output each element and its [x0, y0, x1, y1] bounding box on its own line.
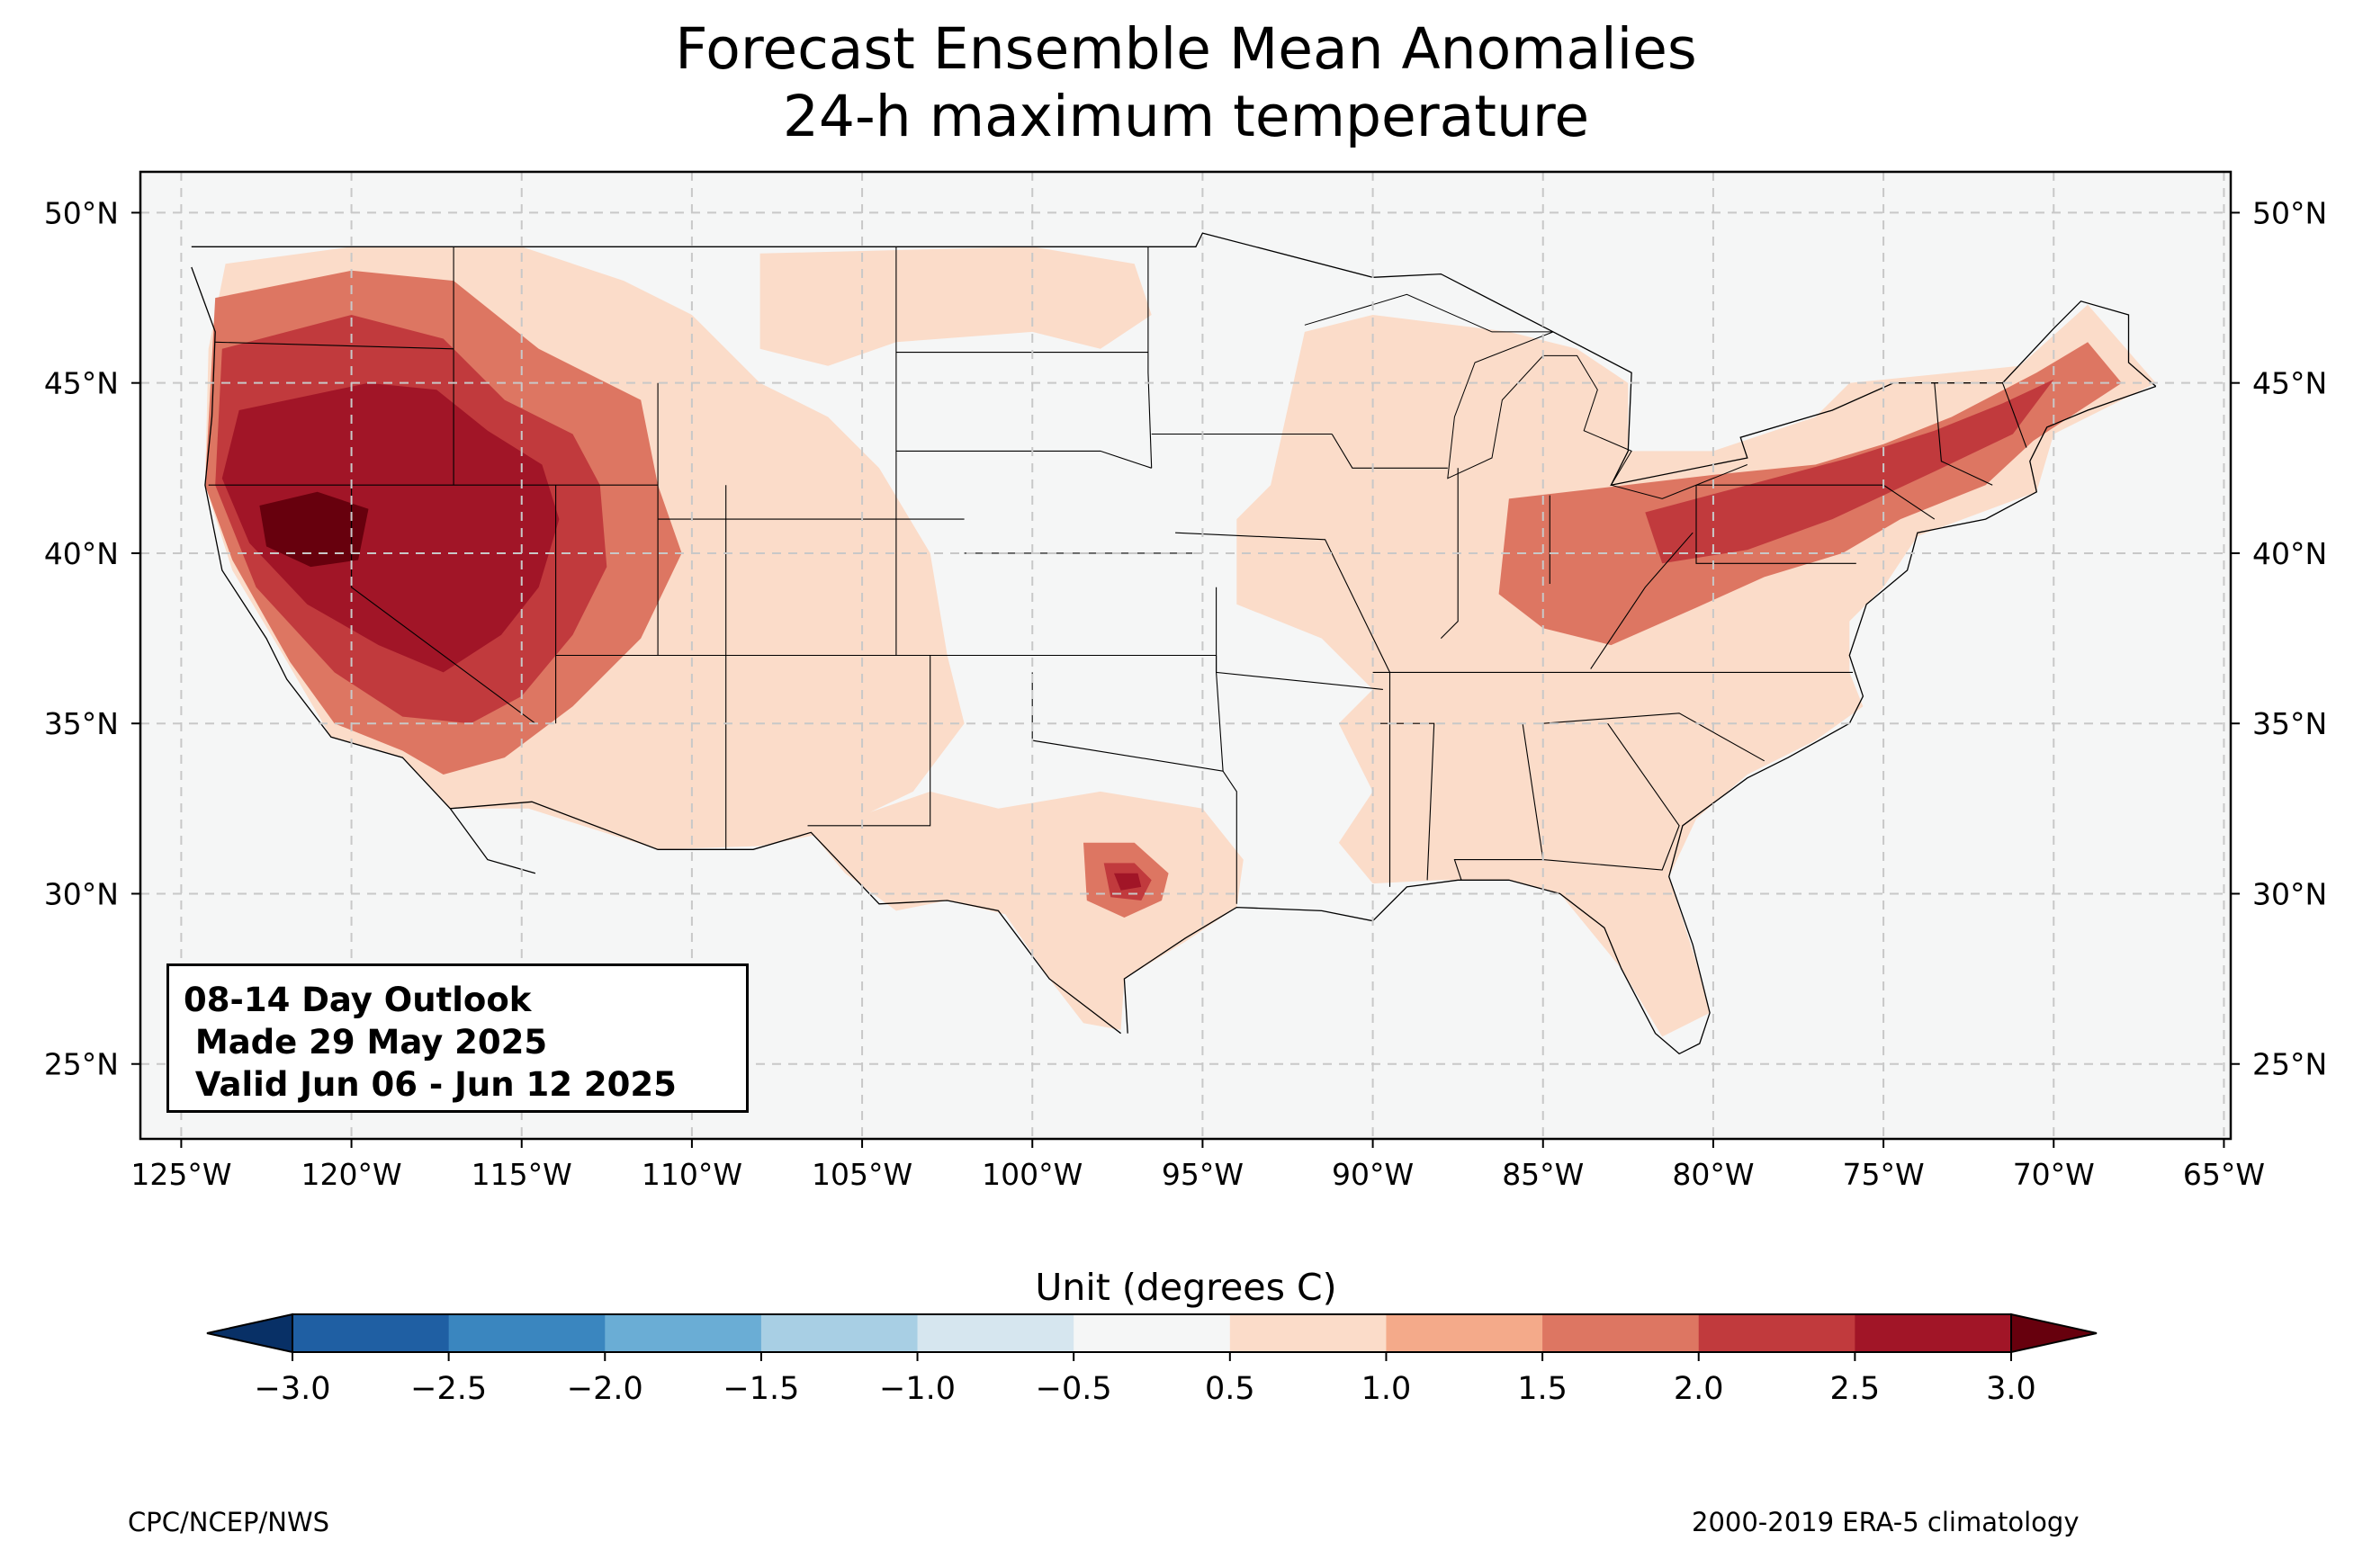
- footer-climatology: 2000-2019 ERA-5 climatology: [1692, 1507, 2080, 1537]
- great-lakes: [1304, 293, 1748, 499]
- lon-tick-label: 125°W: [130, 1157, 231, 1192]
- lat-tick-label: 45°N: [44, 366, 119, 401]
- state-border: [1542, 712, 1765, 762]
- colorbar-tick-label: 1.5: [1517, 1371, 1568, 1407]
- lat-tick-label-right: 25°N: [2252, 1047, 2327, 1082]
- outlook-period: 08-14 Day Outlook: [184, 981, 532, 1019]
- colorbar-frame: [292, 1313, 2012, 1353]
- boundaries-layer: [191, 232, 2157, 1055]
- colorbar-swatch: [292, 1314, 450, 1352]
- colorbar-under-arrow: [206, 1313, 293, 1354]
- state-border: [1216, 587, 1383, 690]
- title-line-2: 24-h maximum temperature: [782, 84, 1590, 149]
- colorbar-tick-label: 1.0: [1361, 1371, 1412, 1407]
- outlook-made-date: Made 29 May 2025: [184, 1023, 548, 1062]
- hotspot-texas-2.5: [1114, 873, 1142, 891]
- state-border: [1175, 532, 1390, 673]
- lat-tick-label: 30°N: [44, 876, 119, 911]
- lat-tick-label-right: 30°N: [2252, 876, 2327, 911]
- anomaly-northern-plains: [759, 246, 1152, 366]
- lon-tick-label: 90°W: [1332, 1157, 1414, 1192]
- hotspot-ohio-valley-2: [1645, 379, 2054, 564]
- colorbar-tick-label: −3.0: [255, 1371, 331, 1407]
- colorbar-swatch: [1386, 1314, 1543, 1352]
- lon-tick-label: 65°W: [2183, 1157, 2265, 1192]
- colorbar-swatch: [1074, 1314, 1231, 1352]
- colorbar-swatch: [1698, 1314, 1855, 1352]
- lat-tick-label-right: 50°N: [2252, 195, 2327, 230]
- kansas-cold-spot: [1036, 668, 1064, 703]
- mexico-border: [450, 801, 1121, 1035]
- colorbar-tick-label: 2.5: [1830, 1371, 1881, 1407]
- colorbar-swatch: [1855, 1314, 2012, 1352]
- title-line-1: Forecast Ensemble Mean Anomalies: [675, 16, 1697, 82]
- hotspot-great-basin-3: [259, 491, 369, 568]
- outlook-valid-range: Valid Jun 06 - Jun 12 2025: [184, 1065, 677, 1104]
- colorbar-tick-label: −1.5: [723, 1371, 799, 1407]
- colorbar-swatch: [1542, 1314, 1700, 1352]
- state-border: [1590, 532, 1694, 669]
- colorbar-swatch: [917, 1314, 1074, 1352]
- lat-tick-label-right: 40°N: [2252, 536, 2327, 571]
- lon-tick-label: 75°W: [1843, 1157, 1925, 1192]
- state-border: [1331, 434, 1448, 469]
- gulf-coast: [1123, 385, 2157, 1055]
- colorbar-tick-label: 3.0: [1986, 1371, 2036, 1407]
- lat-tick-label: 50°N: [44, 195, 119, 230]
- colorbar-tick-label: −1.0: [879, 1371, 956, 1407]
- lon-tick-label: 80°W: [1672, 1157, 1754, 1192]
- colorbar-tick-label: 0.5: [1205, 1371, 1255, 1407]
- colorbar: −3.0 −2.5 −2.0 −1.5 −1.0 −0.5 0.5 1.0 1.5 2.0 2.5 3…: [206, 1313, 2098, 1407]
- colorbar-swatch: [1229, 1314, 1388, 1352]
- state-border: [1147, 246, 1153, 469]
- footer-source: CPC/NCEP/NWS: [128, 1507, 330, 1537]
- colorbar-swatch: [448, 1314, 606, 1352]
- coastline-pacific: [191, 266, 536, 874]
- map-frame: [139, 170, 2233, 1141]
- state-border: [1934, 382, 1993, 486]
- lon-axis: 125°W 120°W 115°W 110°W 105°W 100°W 95°W 90°W 85…: [130, 1139, 2265, 1192]
- anomaly-layer: [204, 246, 2156, 1037]
- hotspot-great-basin-2.5: [221, 382, 560, 673]
- lat-tick-label-right: 35°N: [2252, 706, 2327, 741]
- lon-tick-label: 105°W: [812, 1157, 912, 1192]
- state-border: [1440, 468, 1459, 639]
- state-border: [1695, 485, 1856, 564]
- colorbar-label: Unit (degrees C): [1035, 1266, 1337, 1309]
- state-border: [2001, 382, 2027, 448]
- outlook-info-box: 08-14 Day Outlook Made 29 May 2025 Valid…: [166, 963, 749, 1113]
- state-border: [1542, 722, 1680, 871]
- colorbar-over-arrow: [2010, 1313, 2098, 1354]
- lat-axis: 25°N 25°N 30°N 30°N 35°N 35°N 40°N 40°N 45°N 45°N…: [44, 195, 2327, 1081]
- state-border: [895, 450, 1152, 469]
- lon-tick-label: 70°W: [2013, 1157, 2095, 1192]
- lon-tick-label: 85°W: [1502, 1157, 1584, 1192]
- colorbar-swatch: [760, 1314, 919, 1352]
- lon-tick-label: 100°W: [982, 1157, 1083, 1192]
- state-border: [215, 341, 454, 350]
- lat-tick-label: 40°N: [44, 536, 119, 571]
- lat-tick-label: 25°N: [44, 1047, 119, 1082]
- lon-tick-label: 120°W: [301, 1157, 402, 1192]
- colorbar-tick-label: −2.0: [567, 1371, 643, 1407]
- state-border: [1453, 723, 1544, 881]
- lon-tick-label: 115°W: [472, 1157, 572, 1192]
- lon-tick-label: 95°W: [1162, 1157, 1244, 1192]
- state-border: [807, 655, 931, 827]
- lon-tick-label: 110°W: [642, 1157, 742, 1192]
- colorbar-swatch: [605, 1314, 762, 1352]
- colorbar-tick-label: −2.5: [410, 1371, 487, 1407]
- lat-tick-label: 35°N: [44, 706, 119, 741]
- colorbar-tick-label: −0.5: [1036, 1371, 1112, 1407]
- colorbar-tick-label: 2.0: [1674, 1371, 1724, 1407]
- lat-tick-label-right: 45°N: [2252, 366, 2327, 401]
